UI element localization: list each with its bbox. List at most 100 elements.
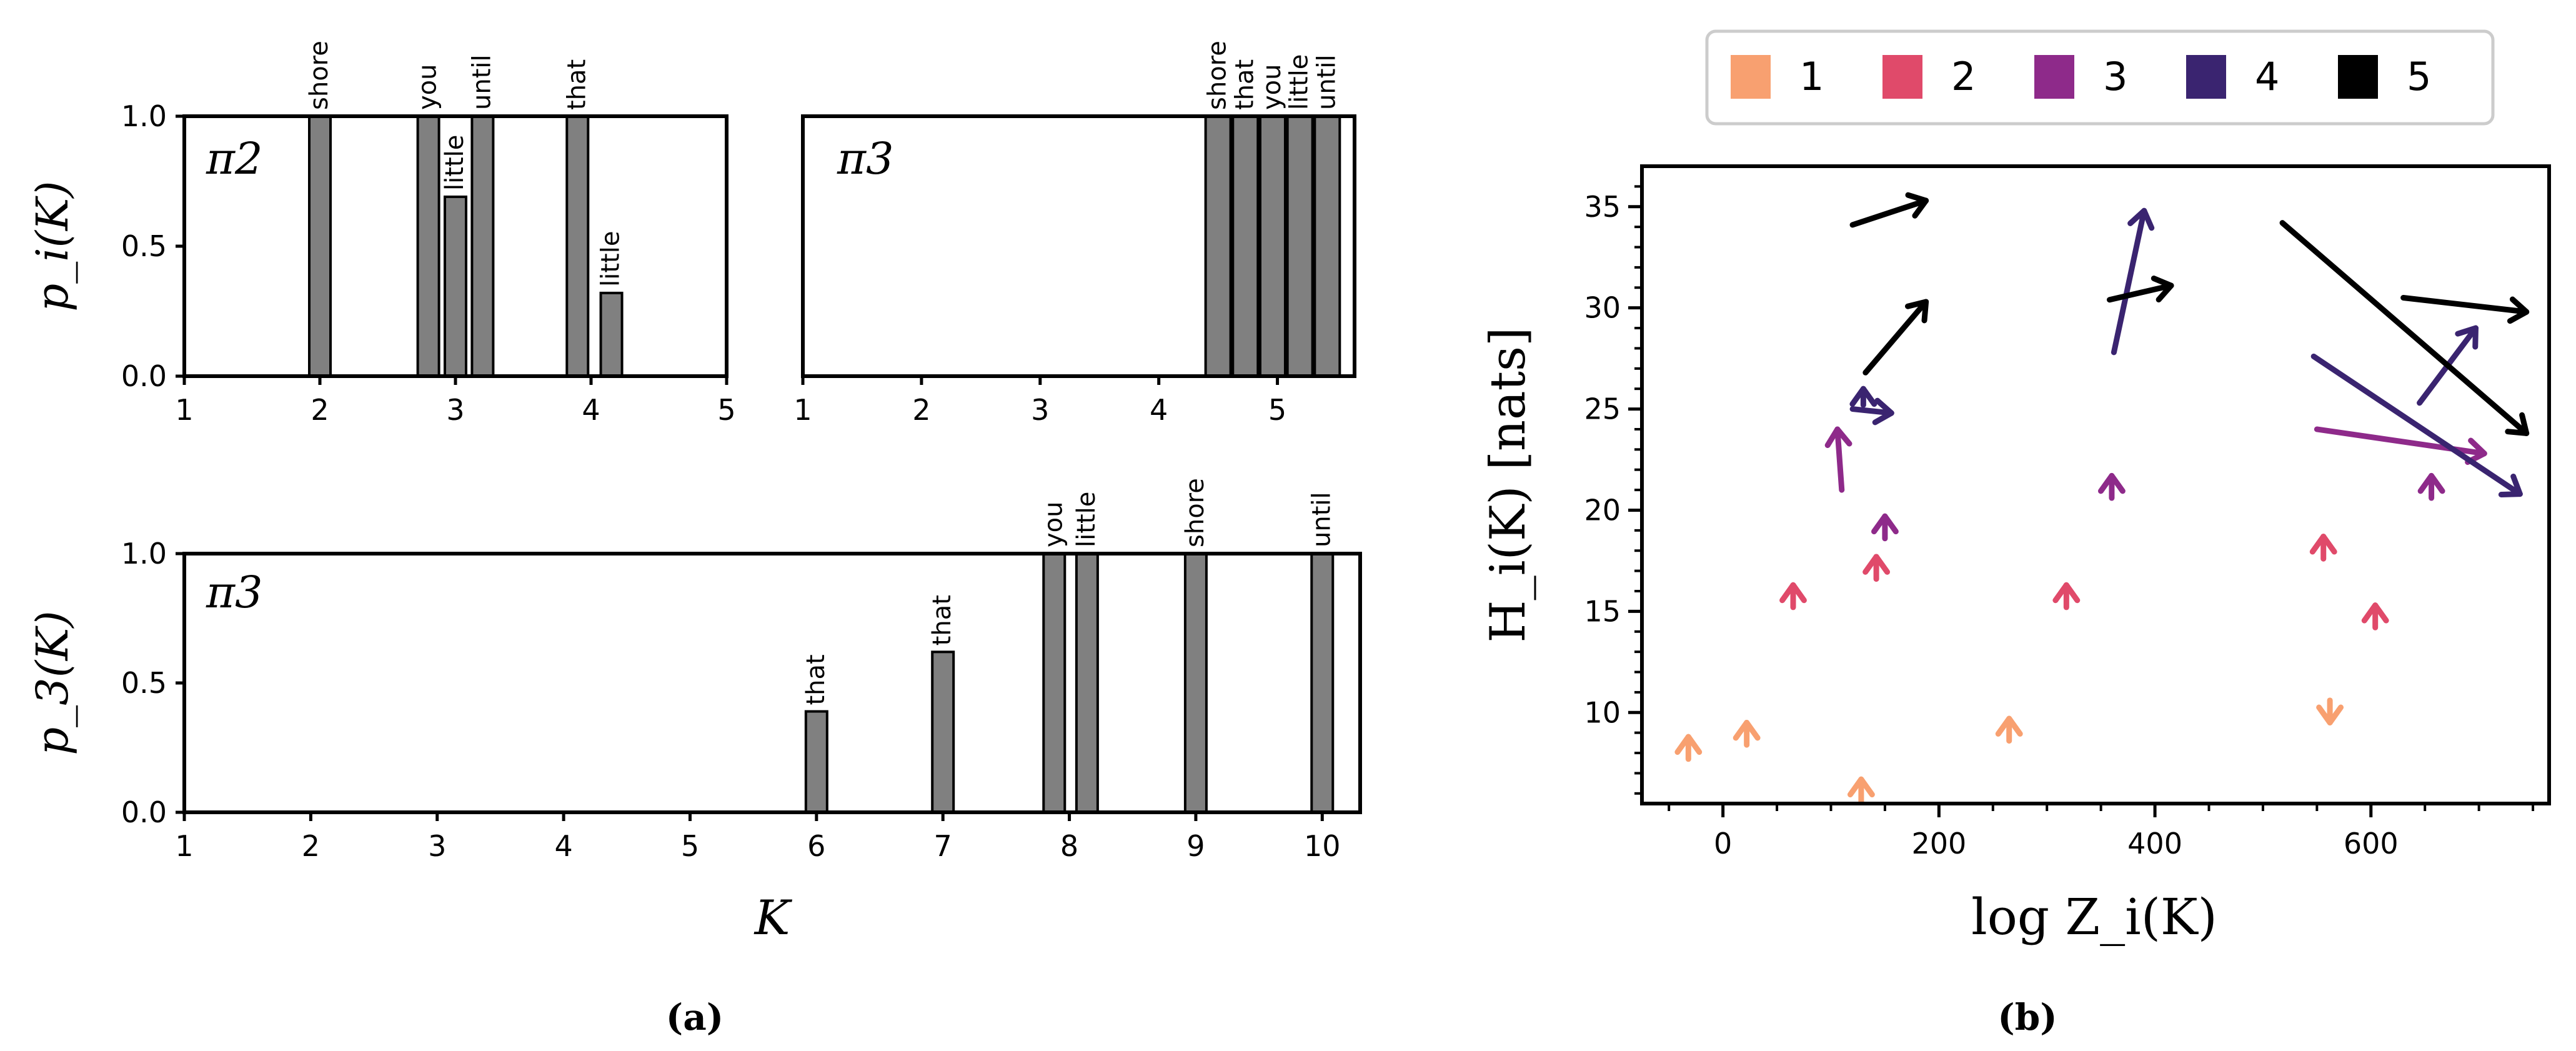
bars-a1 bbox=[308, 115, 624, 377]
arrow-head-12 bbox=[1824, 426, 1852, 449]
xtick-label-a1-1: 2 bbox=[311, 393, 329, 427]
arrow-head-21 bbox=[1905, 299, 1929, 324]
caption-a: (a) bbox=[666, 996, 724, 1039]
arrow-head-15 bbox=[1849, 386, 1877, 407]
xticks-a2: 1 2 3 4 5 bbox=[793, 376, 1286, 427]
arrow-shaft-23 bbox=[2279, 220, 2530, 436]
arrow-shaft-24 bbox=[2400, 294, 2530, 315]
legend-swatch-1 bbox=[1731, 55, 1771, 99]
bar-a3-3 bbox=[1075, 552, 1099, 814]
xtick-label-a3-0: 1 bbox=[175, 829, 193, 863]
arrow-head-13 bbox=[2417, 472, 2445, 494]
legend-label-4: 4 bbox=[2255, 54, 2279, 99]
arrow-shaft-19 bbox=[2310, 353, 2523, 497]
arrow-14 bbox=[2314, 426, 2487, 466]
legend-label-1: 1 bbox=[1799, 54, 1824, 99]
arrow-head-3 bbox=[1995, 715, 2023, 737]
xtick-label-a3-8: 9 bbox=[1186, 829, 1205, 863]
ytick-label-a1-0: 0.0 bbox=[121, 359, 167, 393]
arrows-b bbox=[1674, 192, 2530, 804]
xtick-label-a2-1: 2 bbox=[912, 393, 930, 427]
xtick-label-a3-6: 7 bbox=[934, 829, 952, 863]
arrow-head-1 bbox=[1733, 719, 1761, 741]
xtick-label-a1-4: 5 bbox=[717, 393, 735, 427]
arrow-9 bbox=[2361, 602, 2389, 630]
bar-label-a2-4: until bbox=[1312, 54, 1341, 110]
xtick-label-b-1: 200 bbox=[1911, 827, 1966, 860]
xtick-label-a3-3: 4 bbox=[554, 829, 572, 863]
arrow-5 bbox=[1779, 582, 1807, 610]
bar-label-a3-2: you bbox=[1039, 502, 1068, 548]
bar-label-a3-1: that bbox=[928, 595, 957, 645]
bar-label-a1-2: little bbox=[440, 135, 469, 191]
arrow-head-22 bbox=[2151, 276, 2174, 303]
bar-a2-3 bbox=[1286, 115, 1314, 377]
arrow-4 bbox=[2316, 697, 2344, 725]
arrow-11 bbox=[2097, 472, 2126, 501]
arrow-21 bbox=[1862, 299, 1929, 376]
bar-a1-1 bbox=[416, 115, 440, 377]
ytick-label-a1-2: 1.0 bbox=[121, 99, 167, 133]
bar-label-a3-3: little bbox=[1072, 492, 1101, 547]
arrow-head-5 bbox=[1779, 582, 1807, 604]
ytick-label-a3-1: 0.5 bbox=[121, 666, 167, 700]
arrow-17 bbox=[2111, 207, 2155, 356]
arrow-head-6 bbox=[1862, 554, 1891, 575]
arrow-head-8 bbox=[2309, 534, 2337, 555]
bar-label-a1-1: you bbox=[414, 64, 442, 111]
xticks-a3: 1 2 3 4 5 6 7 8 9 10 bbox=[175, 812, 1341, 863]
legend-box bbox=[1705, 29, 2495, 126]
arrow-shaft-16 bbox=[1849, 406, 1894, 416]
arrow-20 bbox=[1849, 192, 1929, 228]
yticks-a3: 0.0 0.5 1.0 bbox=[121, 537, 184, 829]
panel-title-a1: π2 bbox=[206, 133, 263, 184]
arrow-1 bbox=[1733, 719, 1761, 748]
arrow-head-20 bbox=[1905, 192, 1929, 219]
ytick-label-b-3: 25 bbox=[1584, 392, 1621, 426]
arrow-head-7 bbox=[2052, 582, 2081, 604]
axes-frame-b bbox=[1640, 164, 2551, 805]
xtick-label-a3-1: 2 bbox=[302, 829, 320, 863]
arrow-head-4 bbox=[2316, 704, 2344, 725]
xtick-label-a1-0: 1 bbox=[175, 393, 193, 427]
arrow-6 bbox=[1862, 554, 1891, 582]
xtick-label-b-2: 400 bbox=[2127, 827, 2182, 860]
arrow-head-19 bbox=[2498, 474, 2523, 498]
legend-swatch-2 bbox=[1882, 55, 1922, 99]
xlabel-b: log Z_i(K) bbox=[1971, 888, 2217, 946]
arrow-head-17 bbox=[2127, 207, 2155, 231]
bar-labels-a3: that that you little shore until bbox=[802, 478, 1336, 705]
xlabel-a3: K bbox=[753, 890, 793, 945]
arrow-2 bbox=[1847, 776, 1875, 804]
arrow-head-2 bbox=[1847, 776, 1875, 798]
bar-a1-4 bbox=[565, 115, 590, 377]
bar-label-a1-0: shore bbox=[305, 41, 334, 110]
bar-a2-1 bbox=[1231, 115, 1260, 377]
bars-a2 bbox=[1204, 115, 1341, 377]
legend-swatch-3 bbox=[2034, 55, 2074, 99]
legend-label-2: 2 bbox=[1951, 54, 1976, 99]
caption-b: (b) bbox=[1997, 996, 2057, 1039]
axes-frame-a3 bbox=[182, 552, 1362, 814]
yticks-b: 10 15 20 25 30 35 bbox=[1584, 185, 1642, 795]
arrow-23 bbox=[2279, 220, 2530, 436]
arrow-head-9 bbox=[2361, 602, 2389, 624]
arrow-head-14 bbox=[2465, 437, 2487, 466]
arrow-24 bbox=[2400, 294, 2530, 324]
arrow-head-16 bbox=[1872, 397, 1894, 426]
bar-a1-3 bbox=[470, 115, 495, 377]
ylabel-a3: p_3(K) bbox=[27, 610, 78, 755]
xtick-label-b-3: 600 bbox=[2344, 827, 2399, 860]
arrow-head-24 bbox=[2507, 296, 2530, 324]
bar-a3-0 bbox=[804, 710, 828, 814]
arrow-head-10 bbox=[1871, 513, 1899, 535]
arrow-shaft-21 bbox=[1862, 299, 1929, 376]
ytick-label-a3-2: 1.0 bbox=[121, 537, 167, 570]
legend-b: 1 2 3 4 5 bbox=[1705, 29, 2495, 126]
arrow-3 bbox=[1995, 715, 2023, 744]
arrow-head-23 bbox=[2505, 412, 2530, 436]
arrow-head-0 bbox=[1674, 734, 1703, 755]
arrow-8 bbox=[2309, 534, 2337, 562]
